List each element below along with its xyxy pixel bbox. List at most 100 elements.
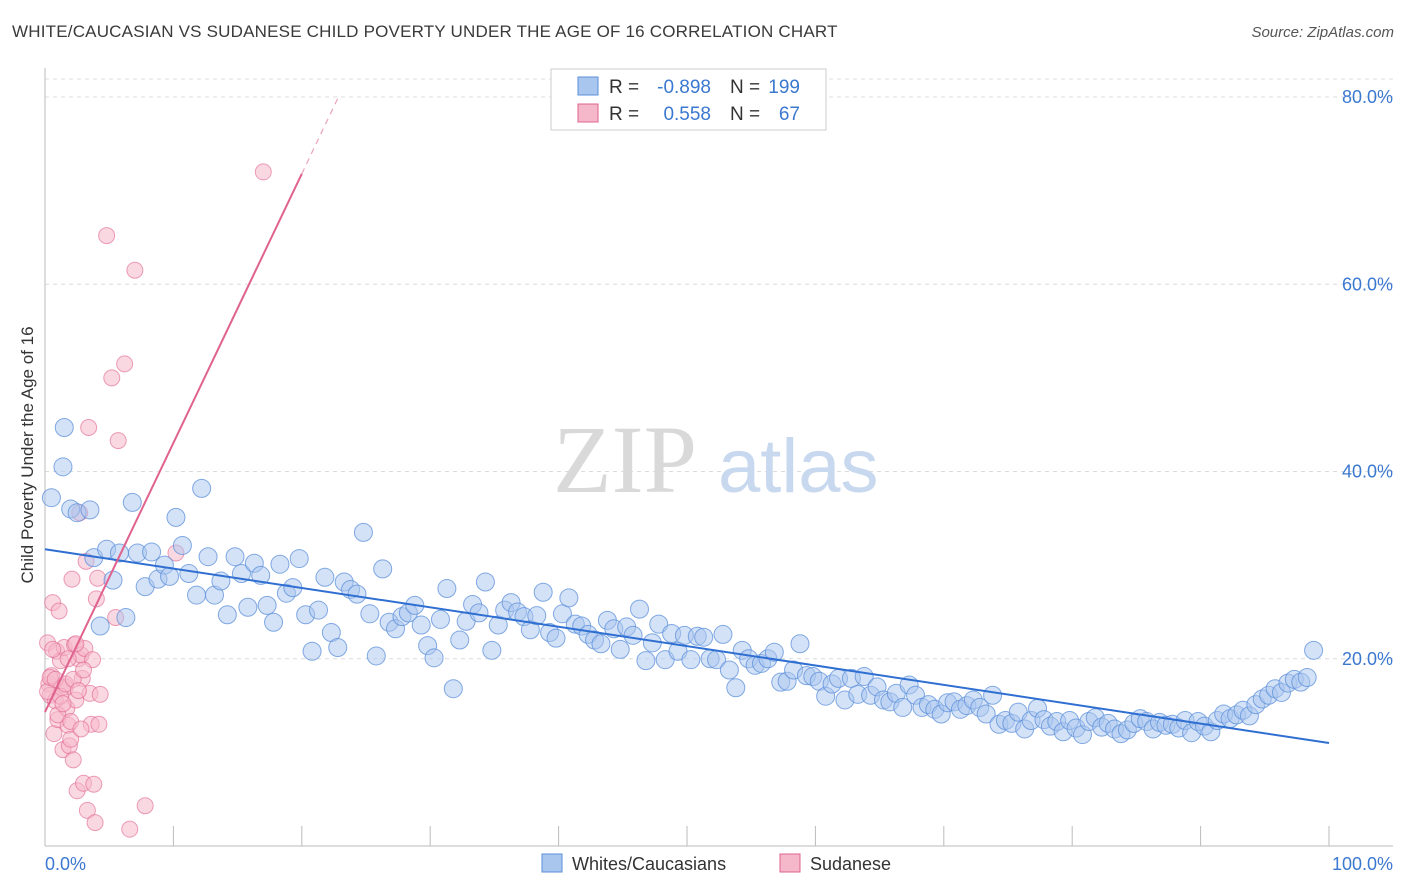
whites-point [53, 457, 73, 477]
sudanese-point [90, 715, 108, 733]
sudanese-point [126, 261, 144, 279]
whites-point [482, 640, 502, 660]
whites-point [983, 685, 1003, 705]
sudanese-point [50, 602, 68, 620]
whites-point [289, 549, 309, 569]
x-tick-labels: 0.0% 100.0% [45, 854, 1393, 874]
whites-point [764, 642, 784, 662]
sudanese-point [44, 640, 62, 658]
legend-n-label-2: N = [730, 104, 760, 125]
sudanese-point [63, 570, 81, 588]
sudanese-point [254, 163, 272, 181]
whites-point [166, 507, 186, 527]
whites-trend-line [44, 548, 1330, 745]
y-tick-label: 20.0% [1342, 649, 1393, 669]
whites-point [179, 564, 199, 584]
sudanese-point [86, 814, 104, 832]
whites-point [726, 678, 746, 698]
whites-point [142, 542, 162, 562]
sudanese-point [103, 369, 121, 387]
whites-point [238, 597, 258, 617]
sudanese-point [69, 682, 87, 700]
legend-r-value-1: -0.898 [657, 77, 711, 98]
whites-point [328, 638, 348, 658]
watermark-atlas: atlas [718, 424, 879, 509]
legend-swatch-sudanese [577, 103, 599, 123]
whites-point [713, 624, 733, 644]
whites-point [172, 535, 192, 555]
sudanese-point [54, 695, 72, 713]
whites-point [373, 559, 393, 579]
whites-point [217, 605, 237, 625]
whites-point [450, 630, 470, 650]
sudanese-point [80, 418, 98, 436]
sudanese-point [98, 227, 116, 245]
sudanese-point [72, 720, 90, 738]
whites-point [90, 616, 110, 636]
whites-point [41, 488, 61, 508]
y-tick-label: 80.0% [1342, 87, 1393, 107]
legend-r-label-1: R = [609, 77, 639, 98]
watermark-zip: ZIP [553, 406, 697, 513]
sudanese-point [91, 685, 109, 703]
whites-point [527, 606, 547, 626]
whites-point [790, 634, 810, 654]
whites-point [649, 614, 669, 634]
sudanese-point [64, 751, 82, 769]
whites-point [187, 585, 207, 605]
whites-point [54, 417, 74, 437]
whites-point [122, 492, 142, 512]
whites-point [270, 554, 290, 574]
whites-point [302, 641, 322, 661]
sudanese-point [75, 661, 93, 679]
whites-point [1304, 640, 1324, 660]
watermark: ZIP atlas [553, 406, 879, 513]
axes [44, 68, 1393, 847]
whites-point [198, 547, 218, 567]
trend-lines [44, 96, 1330, 745]
whites-point [591, 634, 611, 654]
sudanese-point [136, 797, 154, 815]
sudanese-points [39, 163, 272, 838]
y-tick-label: 40.0% [1342, 462, 1393, 482]
legend-n-value-1: 199 [768, 77, 800, 98]
whites-point [629, 599, 649, 619]
sudanese-point [45, 725, 63, 743]
sudanese-point [89, 569, 107, 587]
whites-point [893, 697, 913, 717]
bottom-legend-swatch-whites [541, 853, 563, 873]
legend-swatch-whites [577, 76, 599, 96]
bottom-legend-label-whites: Whites/Caucasians [572, 854, 726, 874]
sudanese-trend-line [44, 173, 303, 713]
whites-point [1297, 667, 1317, 687]
chart-title: WHITE/CAUCASIAN VS SUDANESE CHILD POVERT… [12, 22, 838, 41]
whites-point [80, 500, 100, 520]
y-tick-labels: 20.0% 40.0% 60.0% 80.0% [1342, 87, 1393, 669]
legend-n-label-1: N = [730, 77, 760, 98]
x-tick-label: 100.0% [1332, 854, 1393, 874]
whites-point [116, 608, 136, 628]
whites-point [559, 588, 579, 608]
whites-point [160, 566, 180, 586]
whites-point [411, 615, 431, 635]
legend-box: R = -0.898 N = 199 R = 0.558 N = 67 [550, 68, 827, 131]
whites-point [192, 478, 212, 498]
whites-point [430, 609, 450, 629]
sudanese-point [62, 730, 80, 748]
bottom-legend-swatch-sudanese [779, 853, 801, 873]
whites-point [475, 572, 495, 592]
whites-point [424, 648, 444, 668]
whites-point [610, 639, 630, 659]
sudanese-point [116, 355, 134, 373]
sudanese-point [85, 775, 103, 793]
whites-point [353, 522, 373, 542]
whites-point [308, 600, 328, 620]
whites-point [264, 612, 284, 632]
chart-source: Source: ZipAtlas.com [1251, 24, 1394, 41]
bottom-legend-label-sudanese: Sudanese [810, 854, 891, 874]
sudanese-point [78, 801, 96, 819]
whites-point [225, 547, 245, 567]
whites-point [719, 660, 739, 680]
whites-point [360, 604, 380, 624]
